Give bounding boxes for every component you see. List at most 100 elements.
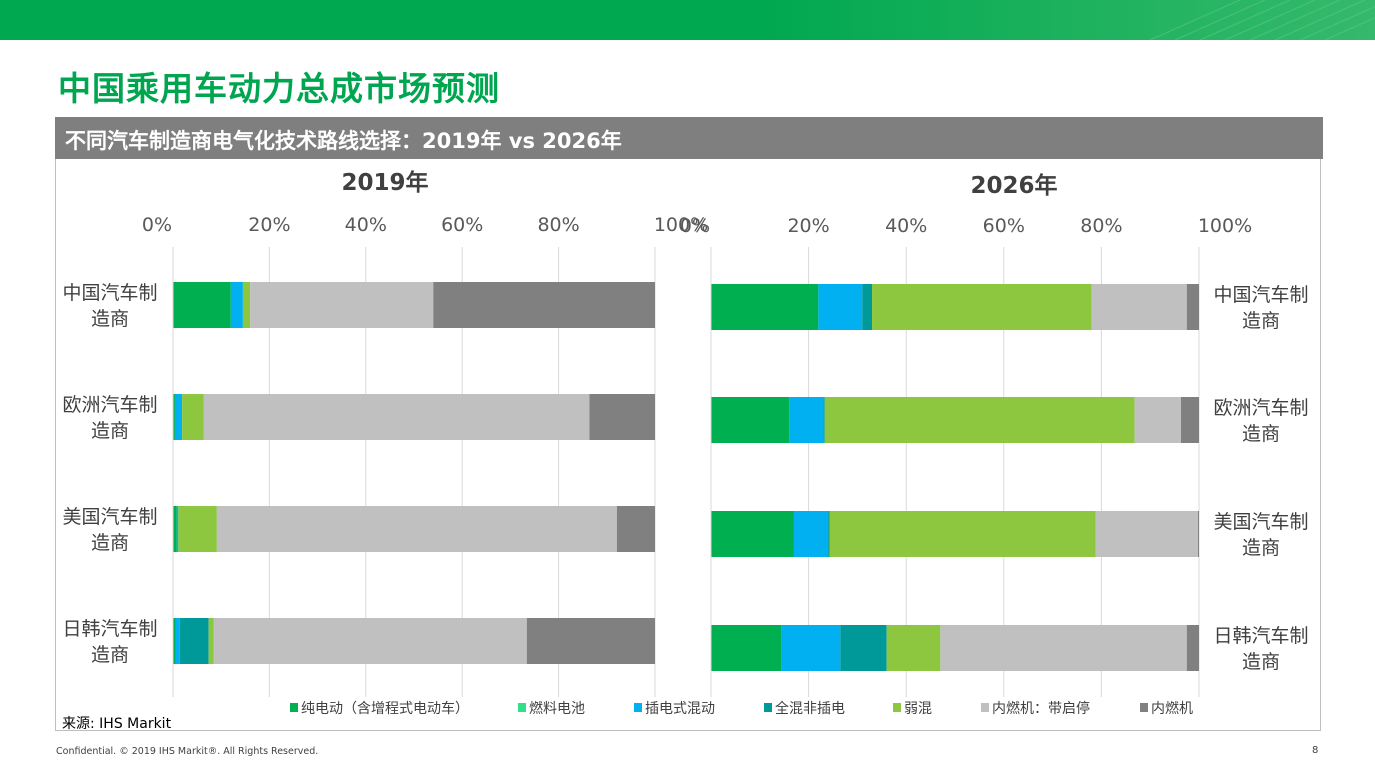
bar-segment [711,625,782,671]
category-label-line: 日韩汽车制 [62,618,157,640]
chart-title: 2026年 [970,172,1057,199]
bar-segment [1134,397,1181,443]
bar-segment [872,284,1092,330]
legend-label: 内燃机 [1151,700,1193,717]
bar-segment [174,394,183,440]
legend-label: 弱混 [904,701,932,717]
chart-panel-1: 0% 20% 40% 60% 80% 100%2026年中国汽车制造商欧洲汽车制造商美国汽… [680,172,1309,697]
footer-copyright: Confidential. © 2019 IHS Markit®. All Ri… [56,746,319,757]
bar-segment [526,618,655,664]
bar-segment [1198,511,1199,557]
x-tick-label: 40% [885,215,927,237]
bar-segment [179,618,209,664]
header-banner [0,0,1375,40]
category-label-line: 美国汽车制 [62,506,157,528]
bar-segment [230,282,243,328]
x-tick-label: 80% [537,214,579,236]
chart-panel-0: 0% 20% 40% 60% 80% 100%2019年中国汽车制造商欧洲汽车制造商美国汽… [62,169,708,697]
bar-segment [824,397,1135,443]
legend-swatch [981,703,989,712]
category-label-line: 造商 [91,420,129,442]
bar-segment [178,506,217,552]
bar-segment [176,506,179,552]
category-label: 日韩汽车制造商 [62,618,157,666]
bar-segment [818,284,863,330]
x-tick-label: 60% [441,214,483,236]
category-label-line: 造商 [1242,423,1280,445]
subtitle-bar: 不同汽车制造商电气化技术路线选择：2019年 vs 2026年 [55,117,1323,159]
bar-segment [203,394,590,440]
bar-segment [616,506,655,552]
bar-segment [213,618,527,664]
bar-segment [1186,625,1199,671]
category-label: 欧洲汽车制造商 [62,394,157,442]
chart-title: 2019年 [341,169,428,196]
x-tick-label: 20% [248,214,290,236]
x-tick-label: 20% [787,215,829,237]
bar-segment [711,284,819,330]
chart-frame [55,159,1321,731]
category-label: 日韩汽车制造商 [1213,625,1308,673]
bar-segment [1095,511,1199,557]
bar-segment [940,625,1187,671]
bar-segment [886,625,941,671]
legend-swatch [634,703,642,712]
legend-swatch [764,703,772,712]
bar-segment [1186,284,1199,330]
legend-label: 全混非插电 [775,700,845,717]
chart-subtitle: 不同汽车制造商电气化技术路线选择：2019年 vs 2026年 [65,129,622,153]
legend-label: 插电式混动 [645,701,715,717]
bar-segment [1180,397,1199,443]
category-label-line: 造商 [91,532,129,554]
category-label: 欧洲汽车制造商 [1213,397,1308,445]
bar-segment [711,397,790,443]
bar-segment [173,506,177,552]
category-label-line: 造商 [91,644,129,666]
x-tick-label: 0% [142,214,172,236]
category-label-line: 中国汽车制 [62,282,157,304]
x-tick-label: 100% [1198,215,1252,237]
banner-decoration [1149,0,1375,40]
chart-legend: 纯电动（含增程式电动车） 燃料电池 插电式混动 全混非插电 弱混 内燃机：带启停 内燃机 [290,700,1193,717]
category-label-line: 造商 [1242,537,1280,559]
legend-label: 纯电动（含增程式电动车） [301,700,469,717]
legend-swatch [893,703,901,712]
legend-swatch [290,703,298,712]
bar-segment [1091,284,1187,330]
category-label-line: 中国汽车制 [1213,284,1308,306]
bar-segment [433,282,655,328]
x-tick-label: 80% [1080,215,1122,237]
category-label: 中国汽车制造商 [1213,284,1308,332]
legend-swatch [1140,703,1148,712]
bar-segment [175,618,180,664]
category-label-line: 欧洲汽车制 [62,394,157,416]
source-note: 来源: IHS Markit [62,716,172,732]
category-label: 美国汽车制造商 [62,506,157,554]
category-label-line: 造商 [1242,651,1280,673]
bar-segment [711,511,794,557]
x-tick-label: 100% [654,214,708,236]
category-label-line: 日韩汽车制 [1213,625,1308,647]
bar-segment [829,511,1096,557]
legend-swatch [518,703,526,712]
bar-segment [173,618,176,664]
page-number: 8 [1312,745,1319,756]
bar-segment [173,282,231,328]
category-label-line: 美国汽车制 [1213,511,1308,533]
bar-segment [182,394,204,440]
bar-segment [173,394,175,440]
bar-segment [589,394,655,440]
category-label: 美国汽车制造商 [1213,511,1308,559]
bar-segment [781,625,841,671]
x-tick-label: 40% [345,214,387,236]
x-tick-label: 60% [983,215,1025,237]
legend-label: 燃料电池 [529,700,585,717]
legend-label: 内燃机：带启停 [992,700,1090,717]
bar-segment [250,282,434,328]
category-label-line: 造商 [91,308,129,330]
bar-segment [793,511,829,557]
bar-segment [823,397,825,443]
bar-segment [789,397,824,443]
category-label-line: 造商 [1242,310,1280,332]
